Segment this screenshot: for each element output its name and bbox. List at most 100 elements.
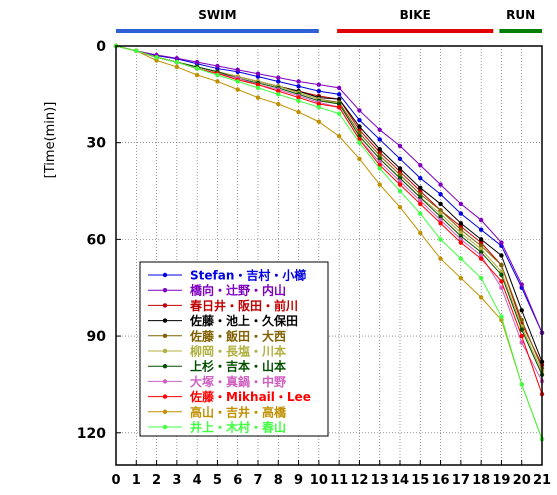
data-point	[397, 179, 403, 184]
data-point	[418, 211, 423, 216]
y-axis-label: [Time(min)]	[43, 102, 58, 179]
data-point	[357, 156, 362, 162]
data-point	[336, 101, 342, 107]
legend-label: 上杉・吉本・山本	[190, 359, 286, 374]
data-point	[235, 79, 240, 84]
data-point	[397, 182, 403, 187]
data-point	[194, 59, 200, 65]
data-point	[458, 211, 464, 216]
legend-marker	[162, 394, 168, 399]
x-tick-label: 14	[391, 473, 409, 488]
data-point	[194, 72, 200, 78]
data-point	[499, 269, 504, 274]
legend-marker	[162, 333, 168, 338]
data-point	[519, 317, 524, 323]
data-point	[276, 88, 281, 94]
data-point	[377, 146, 382, 152]
data-point	[519, 327, 524, 332]
legend-label: 柳岡・長塩・川本	[190, 344, 286, 359]
data-point	[397, 166, 403, 171]
data-point	[418, 192, 423, 197]
data-point	[357, 117, 362, 123]
x-tick-label: 21	[533, 473, 551, 488]
data-point	[276, 92, 281, 97]
data-point	[458, 221, 464, 226]
legend-item: 佐藤・Mikhail・Lee	[148, 389, 311, 404]
legend-marker	[162, 303, 168, 308]
data-point	[296, 84, 301, 89]
legend-item: Stefan・吉村・小櫛	[148, 268, 306, 283]
data-point	[377, 156, 382, 162]
series-line	[115, 45, 543, 440]
data-point	[499, 240, 504, 245]
x-tick-label: 10	[310, 473, 328, 488]
data-point	[519, 333, 524, 339]
data-point	[377, 127, 382, 132]
x-tick-label: 15	[411, 473, 429, 488]
data-point	[438, 237, 443, 242]
legend-label: 高山・吉井・高橋	[190, 404, 287, 419]
data-point	[478, 240, 484, 245]
data-point	[377, 150, 382, 155]
data-point	[499, 262, 504, 268]
data-point	[154, 55, 159, 60]
segment-label-swim: SWIM	[198, 8, 236, 22]
data-point	[336, 105, 342, 110]
x-tick-label: 18	[472, 473, 490, 488]
data-point	[336, 96, 342, 102]
data-point	[458, 256, 464, 261]
y-tick-label: 90	[87, 329, 107, 345]
data-point	[357, 124, 362, 129]
data-point	[458, 233, 464, 239]
legend-item: 大塚・真鍋・中野	[148, 374, 286, 389]
data-point	[296, 95, 301, 100]
legend-label: 橋向・辻野・内山	[190, 283, 286, 298]
x-tick-label: 12	[350, 473, 368, 488]
data-point	[215, 72, 220, 78]
x-axis: 0 1 2 3 4 5 6 7 8 9 10 11 12 13 14 15 16 17 18 19 20 21	[111, 460, 551, 488]
data-point	[418, 188, 423, 194]
data-point	[377, 137, 382, 142]
x-tick-label: 5	[213, 473, 222, 488]
data-point	[235, 67, 240, 73]
data-point	[438, 217, 443, 223]
legend-item: 佐藤・池上・久保田	[148, 313, 298, 328]
x-tick-label: 17	[452, 473, 470, 488]
data-point	[478, 246, 484, 252]
legend-marker	[162, 424, 168, 430]
data-point	[478, 250, 484, 255]
data-point	[336, 92, 342, 97]
data-point	[336, 111, 342, 116]
data-point	[357, 108, 362, 113]
legend: Stefan・吉村・小櫛橋向・辻野・内山春日井・阪田・前川佐藤・池上・久保田佐藤…	[139, 261, 329, 437]
y-tick-label: 120	[77, 426, 106, 442]
y-tick-label: 30	[87, 136, 107, 152]
data-point	[519, 308, 524, 313]
data-point	[255, 82, 261, 87]
x-tick-label: 13	[371, 473, 389, 488]
data-point	[134, 48, 139, 54]
segment-label-run: RUN	[506, 8, 535, 22]
data-point	[438, 182, 443, 187]
x-tick-label: 16	[432, 473, 450, 488]
data-point	[174, 56, 180, 61]
data-point	[397, 175, 403, 181]
data-point	[418, 185, 423, 191]
x-tick-label: 7	[253, 473, 262, 488]
x-tick-label: 11	[330, 473, 348, 488]
data-point	[174, 59, 180, 65]
data-point	[438, 208, 443, 213]
data-point	[418, 163, 423, 168]
legend-marker	[162, 348, 168, 354]
data-point	[255, 71, 261, 76]
data-point	[499, 272, 504, 278]
data-point	[255, 95, 261, 100]
data-point	[276, 79, 281, 84]
legend-marker	[162, 409, 168, 414]
legend-box	[139, 261, 329, 437]
data-point	[418, 175, 423, 181]
data-point	[478, 295, 484, 300]
data-point	[154, 58, 159, 63]
data-point	[316, 105, 322, 110]
